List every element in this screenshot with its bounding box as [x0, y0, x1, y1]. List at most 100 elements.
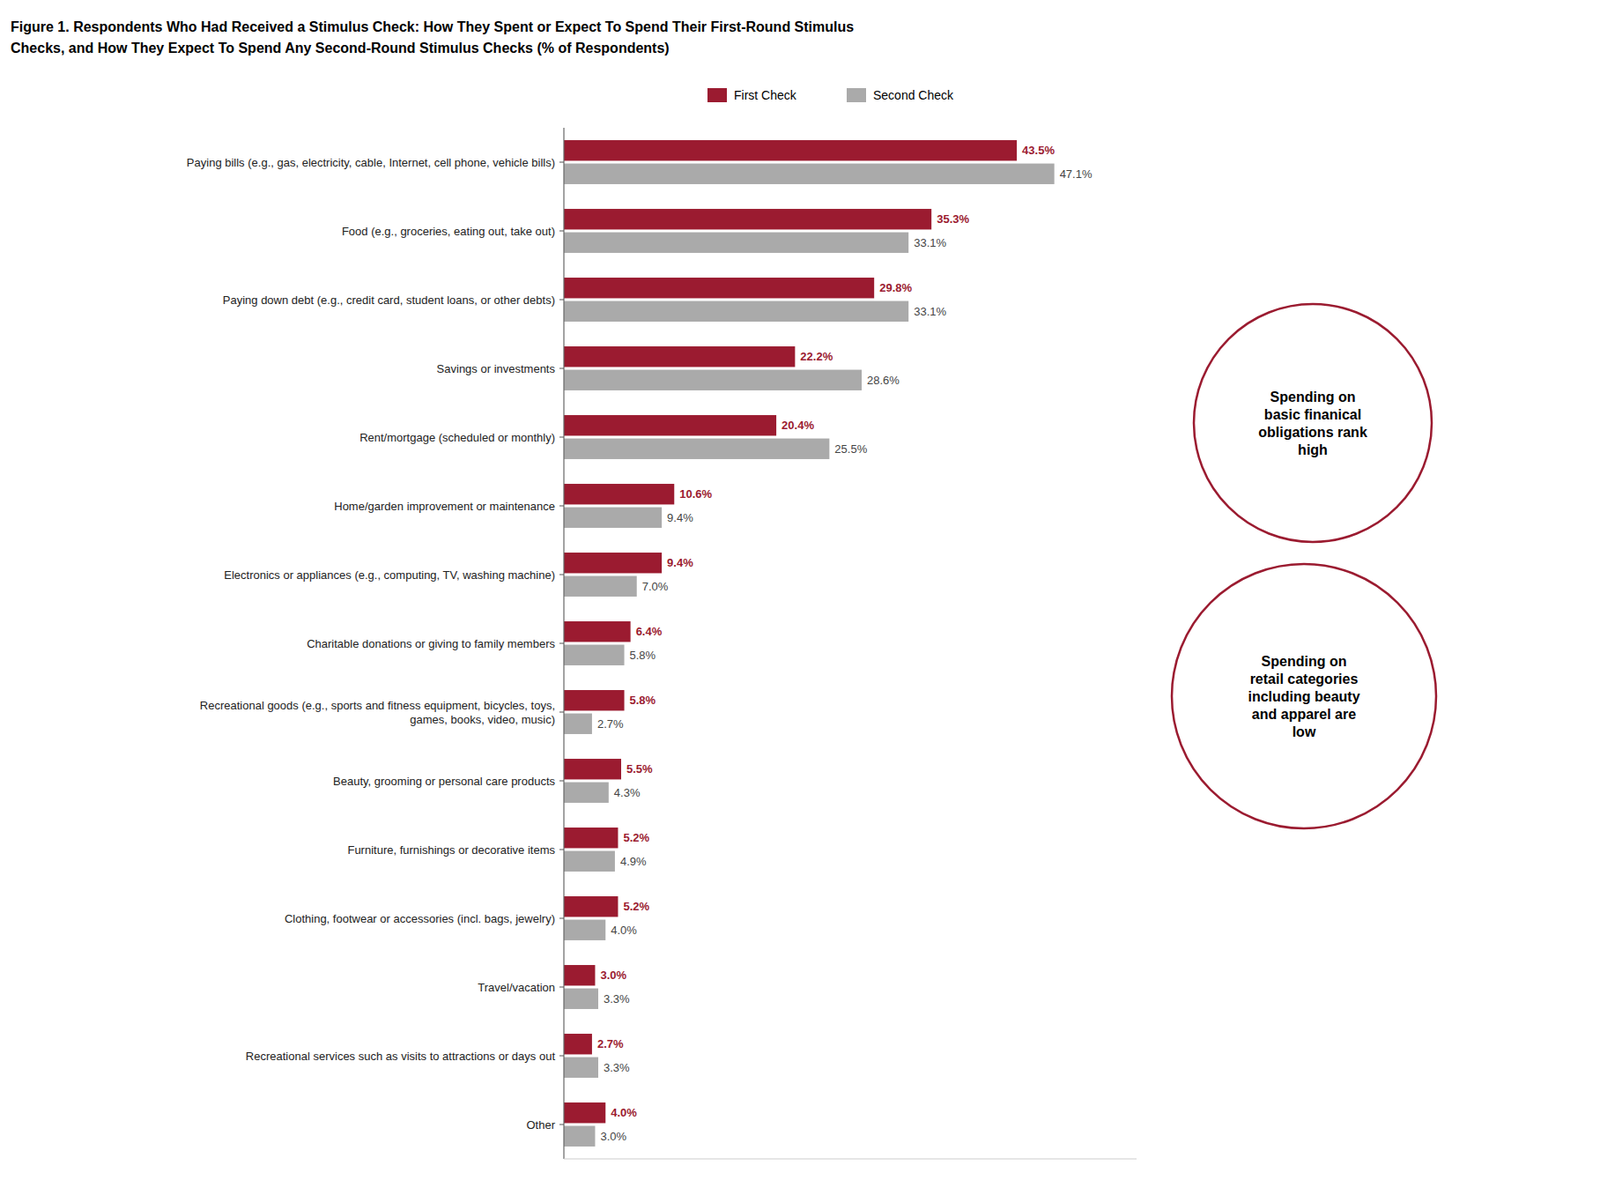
bar — [563, 896, 618, 917]
data-label: 33.1% — [913, 236, 947, 250]
y-tick-label-line: Recreational services such as visits to … — [245, 1049, 556, 1063]
bar — [563, 346, 795, 367]
annotation-circle — [1193, 303, 1432, 542]
annotation: Spending on basic finanicalobligations ra… — [1258, 389, 1368, 458]
legend-label: Second Check — [873, 88, 955, 103]
bar — [563, 827, 618, 848]
legend-swatch — [707, 88, 727, 103]
data-label: 3.3% — [603, 1060, 630, 1075]
y-tick-label-line: Charitable donations or giving to family… — [306, 637, 556, 651]
y-tick-label: Furniture, furnishings or decorative ite… — [347, 843, 556, 857]
data-label: 5.2% — [622, 899, 650, 913]
annotation-line: including beauty — [1247, 688, 1360, 704]
legend-label: First Check — [733, 88, 798, 103]
data-label: 10.6% — [679, 487, 712, 501]
data-label: 6.4% — [636, 624, 663, 638]
y-tick-label-line: Travel/vacation — [477, 980, 556, 994]
axes: Paying bills (e.g., gas, electricity, ca… — [186, 127, 1137, 1159]
data-label: 3.0% — [600, 968, 627, 982]
bar — [563, 1125, 595, 1147]
y-tick-label: Electronics or appliances (e.g., computi… — [223, 568, 556, 582]
bar — [563, 552, 662, 573]
bar — [563, 919, 606, 941]
annotations: Spending on basic finanicalobligations ra… — [1171, 303, 1437, 829]
bar — [563, 438, 830, 460]
bar — [563, 277, 875, 298]
y-tick-label: Travel/vacation — [477, 980, 556, 994]
y-tick-label: Recreational goods (e.g., sports and fit… — [200, 698, 556, 726]
y-tick — [559, 230, 564, 232]
y-tick-label: Charitable donations or giving to family… — [306, 637, 556, 651]
annotation-line: high — [1297, 442, 1328, 458]
y-tick-label-line: Other — [525, 1118, 556, 1132]
annotation-line: Spending on — [1270, 389, 1356, 405]
bar — [563, 1033, 593, 1054]
bar — [563, 964, 595, 986]
data-label: 7.0% — [642, 579, 669, 593]
y-tick — [559, 918, 564, 919]
y-tick-label-line: Furniture, furnishings or decorative ite… — [347, 843, 556, 857]
y-tick — [559, 574, 564, 576]
bar — [563, 232, 909, 253]
bar — [563, 644, 625, 666]
y-tick-label-line: Paying down debt (e.g., credit card, stu… — [222, 293, 556, 307]
data-labels: 43.5%35.3%29.8%22.2%20.4%10.6%9.4%6.4%5.… — [597, 143, 1093, 1143]
y-tick-label: Rent/mortgage (scheduled or monthly) — [359, 430, 556, 445]
bar — [563, 1102, 606, 1123]
y-tick-label: Food (e.g., groceries, eating out, take … — [341, 224, 556, 238]
data-label: 5.5% — [626, 762, 653, 776]
bar — [563, 758, 622, 779]
annotation-circle — [1171, 563, 1437, 829]
y-tick — [559, 643, 564, 645]
bar — [563, 1057, 599, 1078]
y-tick — [559, 849, 564, 851]
y-tick-label-line: Paying bills (e.g., gas, electricity, ca… — [186, 155, 556, 170]
y-tick-label: Paying down debt (e.g., credit card, stu… — [222, 293, 556, 307]
y-tick-label-line: Clothing, footwear or accessories (incl.… — [284, 911, 556, 926]
annotation-line: obligations rank — [1258, 424, 1368, 440]
y-tick-label: Other — [525, 1118, 556, 1132]
legend: First Check Second Check — [707, 88, 955, 103]
y-tick — [559, 1124, 564, 1126]
data-label: 4.0% — [610, 1105, 638, 1119]
annotation-line: retail categories — [1250, 671, 1359, 687]
data-label: 3.3% — [603, 992, 630, 1006]
data-label: 2.7% — [597, 717, 624, 731]
data-label: 3.0% — [600, 1129, 627, 1143]
data-label: 20.4% — [781, 418, 815, 432]
y-tick-label-line: Electronics or appliances (e.g., computi… — [223, 568, 556, 582]
data-label: 22.2% — [800, 349, 833, 363]
bars — [563, 140, 1055, 1147]
y-tick-label-line: Food (e.g., groceries, eating out, take … — [341, 224, 556, 238]
y-tick — [559, 437, 564, 438]
subtitle: Checks, and How They Expect To Spend Any… — [10, 40, 670, 56]
y-tick — [559, 986, 564, 988]
y-tick — [559, 780, 564, 782]
x-axis-line — [563, 1158, 1137, 1160]
data-label: 25.5% — [834, 442, 867, 456]
y-tick-label: Clothing, footwear or accessories (incl.… — [284, 911, 556, 926]
annotation-line: basic finanical — [1264, 407, 1362, 423]
y-tick-label: Beauty, grooming or personal care produc… — [333, 774, 556, 788]
data-label: 47.1% — [1059, 167, 1093, 181]
y-tick — [559, 299, 564, 301]
bar — [563, 507, 662, 528]
y-tick-label-line: Home/garden improvement or maintenance — [333, 499, 556, 513]
bar — [563, 782, 609, 803]
y-tick — [559, 368, 564, 370]
data-label: 2.7% — [597, 1037, 624, 1051]
y-tick-label: Paying bills (e.g., gas, electricity, ca… — [186, 155, 556, 170]
data-label: 4.0% — [610, 923, 638, 937]
y-tick-label: Savings or investments — [437, 362, 556, 376]
data-label: 9.4% — [666, 555, 694, 570]
bar — [563, 988, 599, 1009]
data-label: 4.9% — [620, 854, 647, 868]
title: Figure 1. Respondents Who Had Received a… — [10, 19, 854, 35]
data-label: 33.1% — [913, 304, 947, 319]
y-tick-label-line: Rent/mortgage (scheduled or monthly) — [359, 430, 556, 445]
y-tick-label: Home/garden improvement or maintenance — [333, 499, 556, 513]
y-tick-label-line: games, books, video, music) — [409, 712, 556, 726]
bar — [563, 163, 1055, 185]
data-label: 43.5% — [1022, 143, 1055, 157]
y-tick-label: Recreational services such as visits to … — [245, 1049, 556, 1063]
